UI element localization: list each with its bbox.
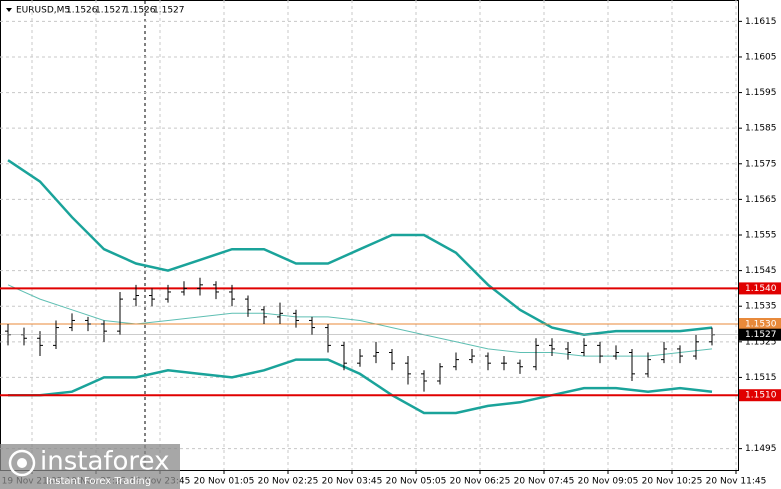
current-price-label: 1.1527 (745, 330, 777, 340)
watermark-logo (8, 449, 36, 477)
level-label-bg (739, 282, 781, 295)
y-tick-label: 1.1615 (745, 17, 777, 27)
x-tick-label: 20 Nov 10:25 (642, 477, 703, 487)
y-tick-label: 1.1495 (745, 444, 777, 454)
y-tick-label: 1.1525 (745, 337, 777, 347)
level-label: 1.1530 (745, 320, 777, 330)
current-price-bg (739, 328, 781, 341)
indicator-line (7, 284, 713, 357)
watermark-brand: instaforex (40, 447, 169, 477)
quote-value: 1.1527 (153, 6, 185, 16)
x-tick-label: 20 Nov 06:25 (450, 477, 511, 487)
y-tick-label: 1.1605 (745, 52, 777, 62)
y-tick-label: 1.1595 (745, 88, 777, 98)
y-tick-label: 1.1515 (745, 373, 777, 383)
y-tick-label: 1.1585 (745, 124, 777, 134)
level-label: 1.1540 (745, 284, 777, 294)
x-tick-label: 20 Nov 05:05 (386, 477, 447, 487)
x-tick-label: 20 Nov 07:45 (514, 477, 575, 487)
chart-title: EURUSD,M5 (16, 6, 70, 16)
level-label-bg (739, 318, 781, 331)
x-tick-label: 20 Nov 03:45 (322, 477, 383, 487)
quote-value: 1.1526 (66, 6, 98, 16)
x-tick-label: 20 Nov 11:45 (706, 477, 767, 487)
watermark-tagline: Instant Forex Trading (46, 476, 151, 487)
plot (0, 0, 738, 470)
watermark-bg (0, 444, 180, 489)
plot-frame (0, 0, 739, 471)
quote-value: 1.1527 (95, 6, 127, 16)
x-tick-label: 20 Nov 09:05 (578, 477, 639, 487)
y-tick-label: 1.1575 (745, 159, 777, 169)
watermark-logo-dot (17, 458, 27, 468)
level-label: 1.1510 (745, 391, 777, 401)
quote-value: 1.1526 (124, 6, 156, 16)
y-tick-label: 1.1545 (745, 266, 777, 276)
y-tick-label: 1.1555 (745, 231, 777, 241)
indicator-line (8, 358, 713, 415)
symbol-menu-icon[interactable] (6, 8, 12, 12)
x-tick-label: 20 Nov 01:05 (194, 477, 255, 487)
level-label-bg (739, 389, 781, 402)
x-tick-label: 20 Nov 02:25 (258, 477, 319, 487)
y-tick-label: 1.1535 (745, 302, 777, 312)
y-tick-label: 1.1565 (745, 195, 777, 205)
indicator-line (7, 159, 713, 336)
watermark: instaforex Instant Forex Trading (0, 444, 180, 489)
